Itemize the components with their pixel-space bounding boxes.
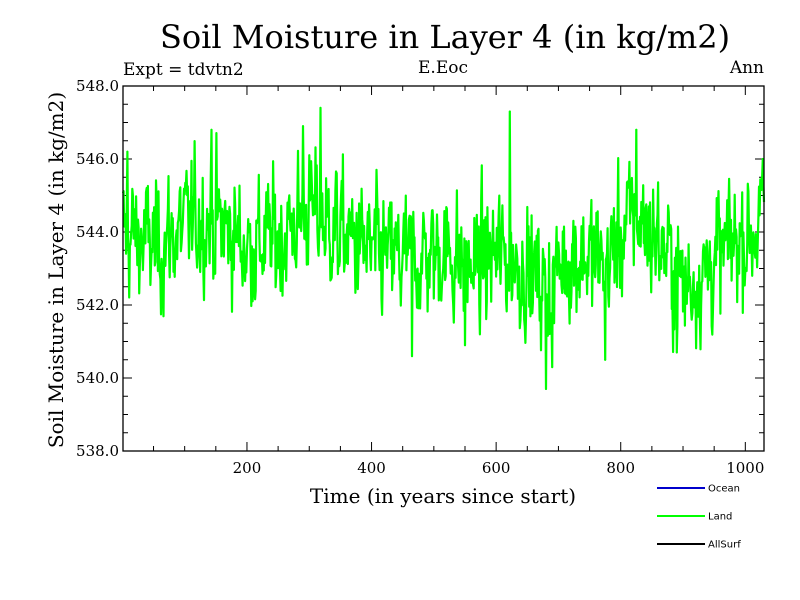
data-point [411, 355, 414, 358]
x-axis-label: Time (in years since start) [309, 484, 577, 508]
data-point [302, 125, 305, 128]
experiment-label: Expt = tdvtn2 [123, 60, 244, 80]
y-tick-label: 548.0 [76, 77, 119, 95]
data-point [210, 128, 213, 131]
legend: Ocean Land AllSurf [657, 484, 741, 551]
x-tick-label: 600 [482, 459, 511, 477]
data-point [319, 106, 322, 109]
data-point [635, 128, 638, 131]
chart-title: Soil Moisture in Layer 4 (in kg/m2) [159, 18, 731, 56]
data-points [126, 106, 764, 390]
series-line-land [121, 106, 766, 390]
y-tick-label: 540.0 [76, 369, 119, 387]
x-tick-label: 1000 [726, 459, 764, 477]
y-tick-label: 546.0 [76, 150, 119, 168]
plot-frame [122, 85, 765, 452]
x-tick-label: 800 [606, 459, 635, 477]
legend-label-allsurf: AllSurf [708, 540, 741, 551]
data-point [508, 110, 511, 113]
data-point [551, 366, 554, 369]
season-label: Ann [729, 58, 764, 78]
legend-label-ocean: Ocean [708, 484, 740, 495]
data-point [126, 150, 129, 153]
x-tick-label: 200 [233, 459, 262, 477]
data-point [463, 344, 466, 347]
data-point [604, 358, 607, 361]
run-label: E.Eoc [418, 58, 468, 78]
legend-label-land: Land [708, 512, 732, 523]
data-point [675, 351, 678, 354]
x-tick-label: 400 [357, 459, 386, 477]
y-tick-label: 544.0 [76, 223, 119, 241]
y-tick-label: 538.0 [76, 442, 119, 460]
data-point [544, 387, 547, 390]
y-tick-label: 542.0 [76, 296, 119, 314]
data-point [761, 158, 764, 160]
tick-labels: 200 400 600 800 1000 538.0 540.0 542.0 544.0 546.… [76, 77, 764, 477]
